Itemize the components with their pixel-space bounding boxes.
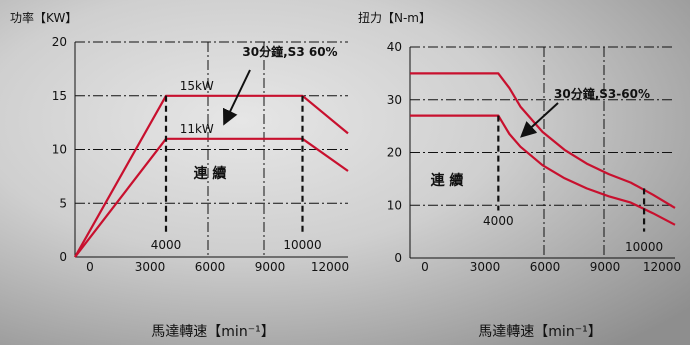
- x-tick-label: 3000: [135, 260, 166, 274]
- series-line-2: [410, 114, 676, 226]
- annotation-label: 4000: [483, 214, 514, 228]
- y-tick-label: 0: [59, 250, 67, 264]
- x-tick-label: 9000: [590, 260, 621, 274]
- region-label: 連 續: [431, 172, 464, 189]
- x-tick-label: 9000: [255, 260, 286, 274]
- callout-arrow: [520, 102, 559, 138]
- x-tick-label: 0: [421, 260, 429, 274]
- x-tick-label: 6000: [530, 260, 561, 274]
- series-line-1: [410, 72, 676, 209]
- y-axis-title: 扭力【N-m】: [358, 11, 431, 25]
- annotation-label: 4000: [151, 238, 182, 252]
- annotation-label: 11kW: [180, 122, 214, 136]
- y-tick-label: 10: [52, 143, 67, 157]
- y-axis-title: 功率【KW】: [10, 10, 77, 25]
- y-tick-label: 0: [394, 251, 402, 265]
- annotation-label: 10000: [283, 238, 321, 252]
- chart-1: [74, 41, 349, 258]
- y-tick-label: 20: [52, 35, 67, 49]
- x-tick-label: 12000: [643, 260, 681, 274]
- series-line-2: [74, 137, 349, 258]
- x-tick-label: 3000: [470, 260, 501, 274]
- x-axis-title: 馬達轉速【min⁻¹】: [478, 324, 601, 340]
- x-tick-label: 12000: [311, 260, 349, 274]
- x-tick-label: 0: [86, 260, 94, 274]
- x-axis-title: 馬達轉速【min⁻¹】: [151, 324, 274, 340]
- y-tick-label: 30: [387, 93, 402, 107]
- callout-label: 30分鐘,S3-60%: [554, 86, 650, 101]
- callout-label: 30分鐘,S3 60%: [242, 44, 337, 59]
- series-line-1: [74, 94, 349, 258]
- x-tick-label: 6000: [195, 260, 226, 274]
- y-tick-label: 40: [387, 40, 402, 54]
- chart-2: [409, 46, 676, 259]
- y-tick-label: 10: [387, 198, 402, 212]
- callout-arrow: [222, 69, 251, 126]
- annotation-label: 15kW: [180, 79, 214, 93]
- y-tick-label: 20: [387, 146, 402, 160]
- region-label: 連 續: [194, 165, 227, 182]
- annotation-label: 10000: [625, 240, 663, 254]
- y-tick-label: 5: [59, 196, 67, 210]
- y-tick-label: 15: [52, 89, 67, 103]
